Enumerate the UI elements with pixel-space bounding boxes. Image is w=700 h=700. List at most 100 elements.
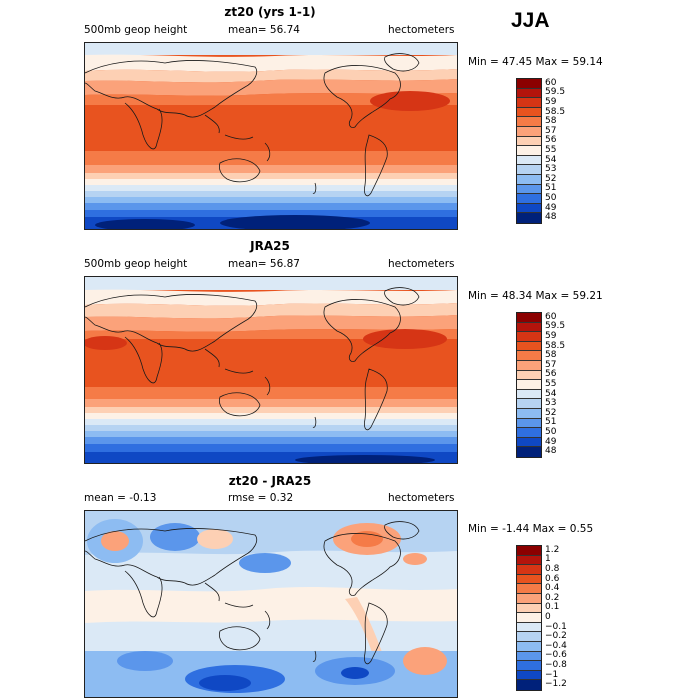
colorbar-swatch xyxy=(517,661,541,671)
panel2-mean-label: mean= 56.87 xyxy=(228,258,300,270)
colorbar-tick-label: 48 xyxy=(545,446,557,457)
colorbar-tick-label: 52 xyxy=(545,407,557,418)
panel2-band-s53 xyxy=(85,425,457,431)
panel3-units-label: hectometers xyxy=(388,492,455,504)
panel3-title: zt20 - JRA25 xyxy=(228,474,312,488)
colorbar-tick-label: −0.4 xyxy=(545,640,567,651)
colorbar-swatch xyxy=(517,332,541,342)
colorbar-tick-label: 52 xyxy=(545,173,557,184)
panel3-neg-pacific xyxy=(239,553,291,573)
colorbar-swatch xyxy=(517,194,541,204)
colorbar-tick-label: 58.5 xyxy=(545,340,566,351)
panel3-pos-asia-core xyxy=(101,531,129,551)
colorbar-swatch xyxy=(517,399,541,409)
panel3-neg-siberia xyxy=(150,523,200,551)
panel1-title: zt20 (yrs 1-1) xyxy=(224,5,316,19)
colorbar-tick-label: 56 xyxy=(545,369,557,380)
colorbar-tick-label: 58 xyxy=(545,116,557,127)
panel1-band-n56 xyxy=(85,69,457,83)
colorbar-tick-label: 0.4 xyxy=(545,583,560,594)
panel1-mean-label: mean= 56.74 xyxy=(228,24,300,36)
colorbar-swatch xyxy=(517,418,541,429)
panel3-minmax: Min = -1.44 Max = 0.55 xyxy=(468,523,594,535)
panel3-pos-pacific xyxy=(197,529,233,549)
panel2-band-s50 xyxy=(85,444,457,452)
season-label: JJA xyxy=(511,9,550,32)
panel3-neg-south-core xyxy=(199,675,251,691)
panel2-minmax: Min = 48.34 Max = 59.21 xyxy=(468,290,603,302)
colorbar-swatch xyxy=(517,165,541,175)
colorbar-swatch xyxy=(517,428,541,438)
panel1-colorbar xyxy=(516,78,542,224)
colorbar-tick-label: 55 xyxy=(545,379,557,389)
colorbar-swatch xyxy=(517,584,541,594)
colorbar-swatch xyxy=(517,213,541,223)
colorbar-tick-label: 60 xyxy=(545,77,557,88)
colorbar-swatch xyxy=(517,622,541,633)
colorbar-tick-label: 0.8 xyxy=(545,564,560,574)
colorbar-swatch xyxy=(517,155,541,166)
colorbar-tick-label: 58.5 xyxy=(545,106,566,117)
panel1-band-arctic xyxy=(85,43,457,55)
colorbar-tick-label: 54 xyxy=(545,154,557,165)
colorbar-swatch xyxy=(517,107,541,118)
colorbar-swatch xyxy=(517,184,541,195)
panel3-rmse-label: rmse = 0.32 xyxy=(228,492,294,504)
panel1-high-atlantic xyxy=(370,91,450,111)
panel1-band-s50 xyxy=(85,210,457,217)
panel2-title: JRA25 xyxy=(250,239,290,253)
panel1-band-n57 xyxy=(85,79,457,96)
panel1-band-s56 xyxy=(85,173,457,179)
panel1-band-s57 xyxy=(85,165,457,173)
colorbar-swatch xyxy=(517,313,541,323)
colorbar-swatch xyxy=(517,136,541,147)
colorbar-swatch xyxy=(517,613,541,623)
panel2-high-atlantic xyxy=(363,329,447,349)
panel3-neutral-tropics xyxy=(85,587,457,623)
colorbar-tick-label: 59.5 xyxy=(545,321,566,332)
colorbar-swatch xyxy=(517,641,541,652)
colorbar-swatch xyxy=(517,126,541,137)
panel3-coastlines xyxy=(85,521,420,665)
colorbar-tick-label: 1.2 xyxy=(545,544,560,555)
colorbar-swatch xyxy=(517,546,541,556)
colorbar-swatch xyxy=(517,574,541,585)
panel1-band-s52 xyxy=(85,197,457,203)
colorbar-swatch xyxy=(517,79,541,89)
colorbar-tick-label: 0.1 xyxy=(545,602,560,613)
colorbar-swatch xyxy=(517,555,541,566)
panel1-coastlines xyxy=(85,53,420,197)
colorbar-swatch xyxy=(517,437,541,448)
panel1-band-s51 xyxy=(85,203,457,210)
colorbar-swatch xyxy=(517,651,541,662)
panel2-low-antarctic xyxy=(295,455,435,463)
panel2-high-westpac xyxy=(85,336,127,350)
panel3-pos-south-atlantic xyxy=(403,647,447,675)
panel1-band-s54 xyxy=(85,185,457,191)
panel1-variable-label: 500mb geop height xyxy=(84,24,188,36)
colorbar-tick-label: 55 xyxy=(545,145,557,155)
colorbar-swatch xyxy=(517,88,541,99)
colorbar-tick-label: 48 xyxy=(545,212,557,223)
colorbar-tick-label: 0.2 xyxy=(545,592,560,603)
panel2-map xyxy=(84,276,458,464)
panel1-field xyxy=(85,43,457,229)
colorbar-tick-label: 54 xyxy=(545,388,557,399)
colorbar-tick-label: 51 xyxy=(545,417,557,428)
colorbar-swatch xyxy=(517,322,541,333)
colorbar-swatch xyxy=(517,370,541,381)
panel1-map xyxy=(84,42,458,230)
colorbar-swatch xyxy=(517,98,541,108)
colorbar-tick-label: 59.5 xyxy=(545,87,566,98)
colorbar-swatch xyxy=(517,603,541,614)
panel1-low-antarctic-east xyxy=(220,215,370,229)
colorbar-tick-label: −0.6 xyxy=(545,650,567,661)
panel2-variable-label: 500mb geop height xyxy=(84,258,188,270)
colorbar-tick-label: 57 xyxy=(545,359,557,370)
panel1-band-s53 xyxy=(85,191,457,197)
panel2-band-s55 xyxy=(85,413,457,419)
panel2-band-s58 xyxy=(85,387,457,399)
panel2-band-s51 xyxy=(85,437,457,444)
colorbar-swatch xyxy=(517,670,541,681)
colorbar-tick-label: 49 xyxy=(545,436,557,447)
